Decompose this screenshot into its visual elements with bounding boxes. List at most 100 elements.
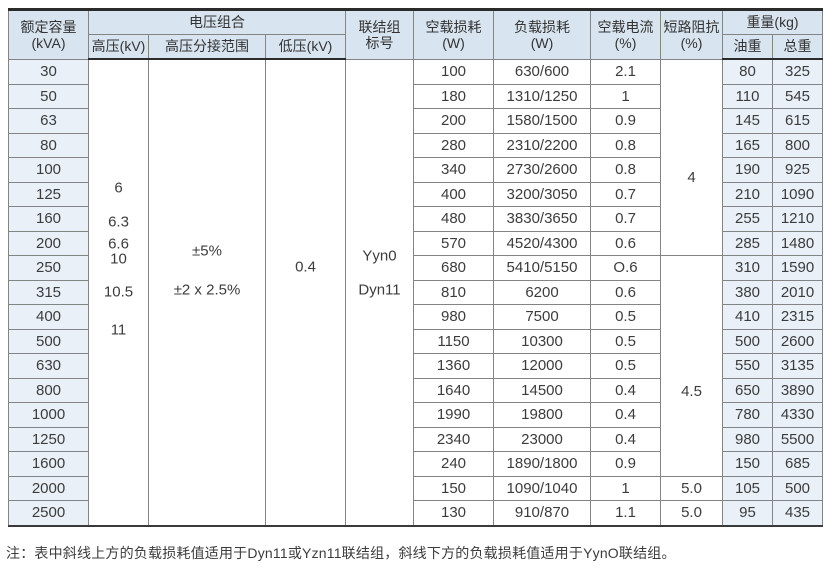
impedance-value: 4.5 — [681, 383, 702, 401]
rated-capacity-cell: 400 — [8, 304, 89, 330]
oil-weight-cell: 110 — [722, 83, 773, 109]
load-loss-cell: 4520/4300 — [493, 230, 591, 256]
table-body: 30 6 6.3 6.6 10 10.5 11 ±5% ±2 x 2.5% 0.… — [8, 58, 823, 526]
rated-capacity-cell: 125 — [8, 181, 89, 207]
table-row: 2000 150 1090/1040 1 5.0 105 500 — [8, 475, 823, 501]
no-load-current-cell: 0.5 — [590, 304, 661, 330]
total-weight-cell: 545 — [772, 83, 823, 109]
rated-capacity-cell: 1000 — [8, 402, 89, 428]
no-load-loss-cell: 400 — [413, 181, 494, 207]
hv-value: 6 — [114, 179, 123, 197]
header-connection-line2: 标号 — [365, 34, 394, 51]
total-weight-cell: 4330 — [772, 402, 823, 428]
total-weight-cell: 435 — [772, 500, 823, 526]
header-connection: 联结组 标号 — [345, 9, 414, 60]
no-load-current-cell: 1 — [590, 475, 661, 501]
hv-value: 6.6 — [108, 235, 129, 253]
table-row: 800 1640 14500 0.4 650 3890 — [8, 377, 823, 403]
impedance-cell: 5.0 — [660, 500, 723, 526]
table-header: 额定容量 (kVA) 电压组合 联结组 标号 空载损耗 (W) 负载损耗 (W)… — [8, 9, 823, 60]
total-weight-cell: 800 — [772, 132, 823, 158]
lv-merged-cell: 0.4 — [265, 58, 346, 526]
rated-capacity-cell: 2000 — [8, 475, 89, 501]
header-total-weight: 总重 — [772, 34, 823, 60]
no-load-loss-cell: 1150 — [413, 328, 494, 354]
hv-value: 10 — [110, 250, 127, 268]
total-weight-cell: 3890 — [772, 377, 823, 403]
footnote: 注：表中斜线上方的负载损耗值适用于Dyn11或Yzn11联结组，斜线下方的负载损… — [6, 544, 676, 561]
table-row: 500 1150 10300 0.5 500 2600 — [8, 328, 823, 354]
lv-value: 0.4 — [295, 258, 316, 276]
no-load-current-cell: 0.4 — [590, 402, 661, 428]
load-loss-cell: 7500 — [493, 304, 591, 330]
load-loss-cell: 19800 — [493, 402, 591, 428]
rated-capacity-cell: 1600 — [8, 451, 89, 477]
no-load-loss-cell: 680 — [413, 255, 494, 281]
load-loss-cell: 3830/3650 — [493, 206, 591, 232]
oil-weight-cell: 150 — [722, 451, 773, 477]
no-load-loss-cell: 2340 — [413, 426, 494, 452]
oil-weight-cell: 165 — [722, 132, 773, 158]
rated-capacity-cell: 500 — [8, 328, 89, 354]
no-load-loss-cell: 1990 — [413, 402, 494, 428]
oil-weight-cell: 190 — [722, 157, 773, 183]
rated-capacity-cell: 80 — [8, 132, 89, 158]
connection-value: Dyn11 — [358, 280, 401, 298]
table-row: 125 400 3200/3050 0.7 210 1090 — [8, 181, 823, 207]
table-row: 315 810 6200 0.6 380 2010 — [8, 279, 823, 305]
load-loss-cell: 23000 — [493, 426, 591, 452]
table-row: 1000 1990 19800 0.4 780 4330 — [8, 402, 823, 428]
table-row: 1600 240 1890/1800 0.9 150 685 — [8, 451, 823, 477]
oil-weight-cell: 780 — [722, 402, 773, 428]
header-tap-range: 高压分接范围 — [148, 34, 266, 60]
table-row: 400 980 7500 0.5 410 2315 — [8, 304, 823, 330]
load-loss-cell: 12000 — [493, 353, 591, 379]
table-row: 200 570 4520/4300 0.6 285 1480 — [8, 230, 823, 256]
total-weight-cell: 2010 — [772, 279, 823, 305]
rated-capacity-cell: 2500 — [8, 500, 89, 526]
total-weight-cell: 2315 — [772, 304, 823, 330]
rated-capacity-cell: 30 — [8, 58, 89, 85]
no-load-current-cell: 0.4 — [590, 426, 661, 452]
rated-capacity-cell: 630 — [8, 353, 89, 379]
no-load-loss-cell: 980 — [413, 304, 494, 330]
total-weight-cell: 685 — [772, 451, 823, 477]
no-load-loss-cell: 480 — [413, 206, 494, 232]
rated-capacity-cell: 50 — [8, 83, 89, 109]
header-no-load-loss: 空载损耗 (W) — [413, 9, 494, 60]
rated-capacity-cell: 63 — [8, 108, 89, 134]
header-rated-capacity: 额定容量 (kVA) — [8, 9, 89, 60]
oil-weight-cell: 80 — [722, 58, 773, 85]
no-load-loss-cell: 200 — [413, 108, 494, 134]
table-row: 50 180 1310/1250 1 110 545 — [8, 83, 823, 109]
no-load-loss-cell: 810 — [413, 279, 494, 305]
load-loss-cell: 14500 — [493, 377, 591, 403]
rated-capacity-cell: 100 — [8, 157, 89, 183]
rated-capacity-cell: 800 — [8, 377, 89, 403]
no-load-current-cell: 2.1 — [590, 58, 661, 85]
no-load-loss-cell: 1360 — [413, 353, 494, 379]
oil-weight-cell: 500 — [722, 328, 773, 354]
load-loss-cell: 910/870 — [493, 500, 591, 526]
load-loss-cell: 1090/1040 — [493, 475, 591, 501]
load-loss-cell: 6200 — [493, 279, 591, 305]
oil-weight-cell: 95 — [722, 500, 773, 526]
no-load-loss-cell: 150 — [413, 475, 494, 501]
no-load-loss-cell: 180 — [413, 83, 494, 109]
oil-weight-cell: 145 — [722, 108, 773, 134]
table-row: 160 480 3830/3650 0.7 255 1210 — [8, 206, 823, 232]
total-weight-cell: 1090 — [772, 181, 823, 207]
header-voltage-group: 电压组合 — [88, 9, 346, 35]
connection-value: Yyn0 — [362, 246, 397, 264]
header-no-load-loss-line2: (W) — [442, 34, 465, 51]
oil-weight-cell: 105 — [722, 475, 773, 501]
header-load-loss-line2: (W) — [530, 34, 554, 51]
load-loss-cell: 2310/2200 — [493, 132, 591, 158]
no-load-loss-cell: 570 — [413, 230, 494, 256]
header-hv: 高压(kV) — [88, 34, 149, 60]
total-weight-cell: 5500 — [772, 426, 823, 452]
table-row: 30 6 6.3 6.6 10 10.5 11 ±5% ±2 x 2.5% 0.… — [8, 58, 823, 526]
rated-capacity-cell: 250 — [8, 255, 89, 281]
total-weight-cell: 615 — [772, 108, 823, 134]
header-impedance-line2: (%) — [680, 34, 703, 51]
